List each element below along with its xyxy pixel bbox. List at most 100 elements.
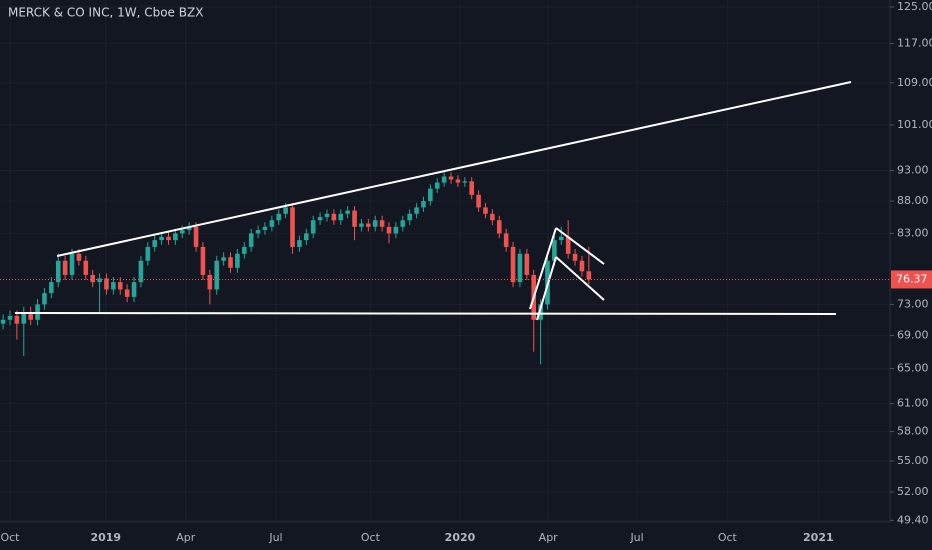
candle-body [255,230,261,234]
candle-body [331,213,337,221]
candle-body [310,220,316,234]
candle-body [207,274,213,290]
candle-body [83,260,89,275]
candle-body [558,236,564,241]
candle-body [476,194,481,208]
candle-body [152,240,158,247]
candle-body [117,282,123,290]
candle-body [372,220,378,227]
chart-title: MERCK & CO INC, 1W, Cboe BZX [8,6,203,20]
candle-body [228,257,233,268]
candle-body [421,201,426,208]
x-tick-label: 2021 [803,531,834,544]
candle-body [241,246,247,254]
candle-body [304,233,309,241]
x-tick-label: 2019 [90,531,121,544]
support-line [14,312,837,315]
x-tick-label: Jul [629,531,643,544]
candle-body [586,271,592,280]
candle-body [173,233,178,241]
candle-body [503,233,509,247]
x-tick-label: 2020 [445,531,476,544]
candle-body [42,293,47,305]
candle-body [379,220,385,227]
candle-body [193,226,199,247]
y-tick-label: 88.00 [897,194,929,207]
candle-body [496,220,502,234]
candle-body [124,289,130,297]
candle-body [214,260,220,290]
candle-body [510,246,516,283]
candle-body [28,312,33,320]
candle-body [552,240,557,261]
x-tick-label: Oct [718,531,738,544]
x-tick-label: Oct [0,531,20,544]
candle-body [352,210,357,227]
candle-body [62,260,68,275]
candle-body [517,253,523,283]
candle-body [393,226,399,234]
candle-body [269,220,275,227]
candle-body [538,304,543,320]
candle-body [90,274,95,283]
x-tick-label: Apr [176,531,196,544]
candle-body [386,226,392,234]
y-tick-label: 117.00 [897,37,932,50]
candle-body [131,282,137,297]
candle-body [21,312,27,324]
candle-body [179,230,185,234]
candle-body [407,213,412,221]
candle-body [434,182,440,189]
candle-body [359,223,364,227]
candle-body [572,253,578,261]
candle-body [248,233,254,247]
candle-body [283,207,288,214]
y-tick-label: 61.00 [897,397,929,410]
candle-body [469,181,475,195]
candle-body [455,179,461,183]
candle-body [14,315,20,324]
candle-body [317,217,323,221]
candle-body [76,253,82,261]
candle-body [366,223,371,227]
candle-body [324,213,330,218]
candle-body [7,315,13,320]
candle-body [441,176,447,183]
candle-body [579,260,585,272]
candle-body [0,319,6,324]
candle-body [159,236,164,241]
y-tick-label: 58.00 [897,425,929,438]
y-tick-label: 125.00 [897,0,932,13]
candle-body [297,240,302,247]
candle-body [490,213,495,221]
x-tick-label: Oct [361,531,381,544]
trend-line [56,81,852,257]
candle-body [483,207,488,214]
candle-body [414,207,419,214]
drawings [14,81,852,321]
y-tick-label: 49.40 [897,513,929,526]
candle-body [200,246,206,275]
y-tick-label: 93.00 [897,164,929,177]
candle-body [111,282,116,290]
candles [0,172,592,365]
y-tick-label: 73.00 [897,297,929,310]
candle-body [138,260,144,283]
candle-body [524,253,530,275]
y-tick-label: 65.00 [897,362,929,375]
candle-body [428,188,433,202]
y-tick-label: 109.00 [897,76,932,89]
candle-body [104,278,109,290]
candle-body [186,226,192,231]
y-tick-label: 101.00 [897,118,932,131]
candle-body [400,220,406,227]
x-tick-label: Jul [268,531,282,544]
last-price-label: 76.37 [896,272,928,285]
x-tick-label: Apr [539,531,559,544]
candle-body [55,260,61,283]
candle-body [462,181,468,183]
y-tick-label: 55.00 [897,454,929,467]
candle-body [166,236,171,241]
flag-line [555,227,605,265]
